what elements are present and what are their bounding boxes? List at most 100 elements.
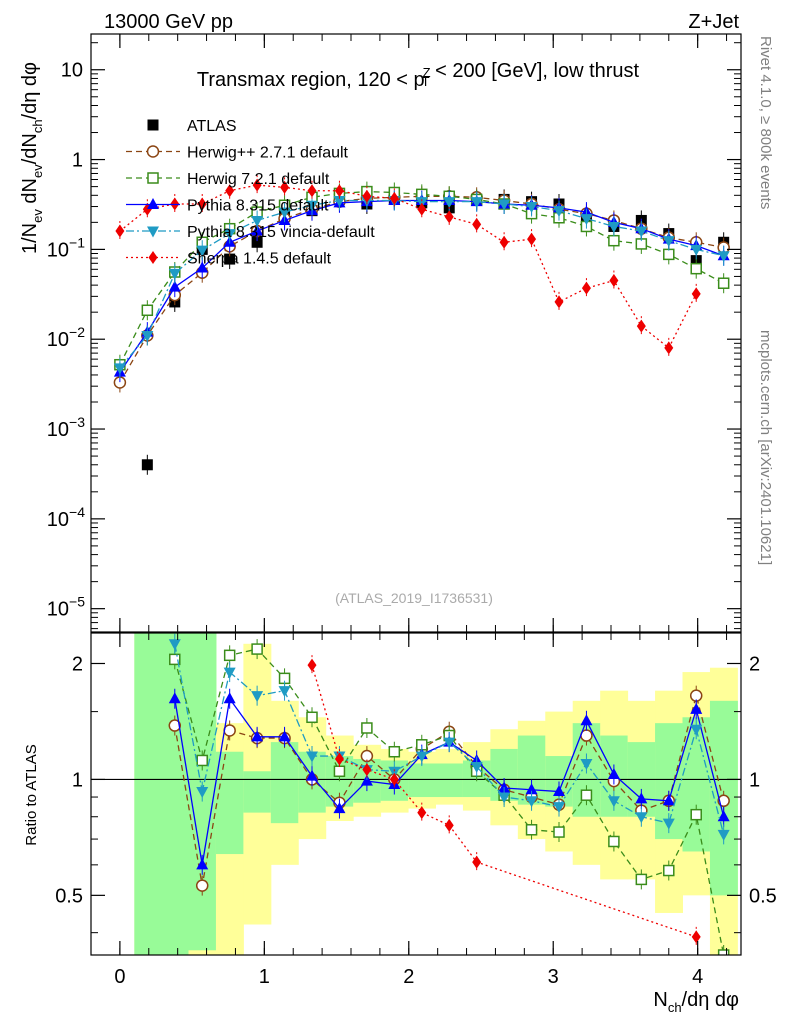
- ratio-series-sherpa-1-4-5-default: [307, 655, 701, 947]
- data-point: [498, 792, 511, 804]
- legend-marker: [147, 172, 159, 184]
- legend-marker: [148, 251, 158, 264]
- data-point: [223, 229, 236, 241]
- data-point: [607, 796, 620, 808]
- legend-item: Herwig++ 2.7.1 default: [126, 145, 349, 162]
- data-point: [141, 459, 153, 471]
- data-point: [554, 295, 564, 309]
- main-panel-frame: [90, 33, 742, 633]
- data-point: [444, 818, 454, 832]
- data-point: [444, 210, 454, 224]
- legend-label: Pythia 8.315 default: [187, 198, 329, 215]
- legend-item: Pythia 8.315 default: [126, 198, 329, 215]
- data-point: [608, 234, 620, 247]
- ratio-y-tick-label-right: 1: [749, 769, 760, 791]
- data-point: [635, 226, 648, 238]
- data-point: [553, 802, 565, 814]
- stat-uncertainty-band: [215, 751, 244, 855]
- data-point: [333, 765, 346, 778]
- data-point: [525, 824, 538, 836]
- data-point: [306, 200, 318, 212]
- data-point: [388, 766, 401, 778]
- data-point: [168, 268, 181, 280]
- data-point: [717, 277, 730, 289]
- data-point: [635, 792, 648, 804]
- data-point: [690, 724, 703, 736]
- data-point: [252, 178, 262, 192]
- data-point: [278, 207, 291, 219]
- data-point: [334, 184, 344, 198]
- data-point: [607, 221, 620, 233]
- stat-uncertainty-band: [435, 763, 464, 798]
- data-point: [278, 730, 291, 742]
- data-point: [223, 649, 236, 662]
- data-point: [360, 774, 373, 786]
- data-point: [443, 197, 456, 209]
- data-point: [196, 261, 209, 273]
- watermark-analysis-id: (ATLAS_2019_I1736531): [335, 590, 493, 606]
- data-point: [195, 879, 209, 892]
- stat-uncertainty-band: [270, 742, 299, 824]
- rivet-version-label: Rivet 4.1.0, ≥ 800k events: [757, 36, 774, 209]
- ratio-panel-series: [168, 633, 730, 955]
- data-point: [389, 191, 399, 205]
- header-energy-label: 13000 GeV pp: [104, 11, 233, 33]
- x-axis-title: Nch/dη dφ: [653, 989, 739, 1015]
- data-point: [498, 199, 511, 211]
- data-point: [636, 319, 646, 333]
- data-point: [251, 643, 263, 655]
- data-point: [553, 785, 565, 797]
- data-point: [691, 287, 701, 301]
- data-point: [664, 341, 674, 355]
- data-point: [525, 783, 538, 795]
- data-point: [470, 197, 483, 209]
- data-point: [525, 796, 538, 808]
- data-point: [196, 754, 208, 767]
- data-point: [223, 667, 236, 679]
- data-point: [443, 737, 456, 749]
- legend-item: Sherpa 1.4.5 default: [126, 251, 332, 268]
- data-point: [415, 751, 428, 763]
- data-point: [635, 812, 648, 824]
- data-point: [389, 772, 399, 786]
- data-point: [362, 189, 372, 203]
- ratio-y-tick-label: 2: [72, 653, 83, 675]
- data-point: [662, 818, 675, 830]
- data-point: [169, 653, 181, 666]
- data-point: [280, 180, 290, 194]
- data-point: [498, 781, 511, 793]
- main-panel-series: [113, 175, 730, 632]
- data-point: [525, 202, 538, 214]
- series-line: [119, 190, 724, 366]
- legend-item: Pythia 8.315 vincia-default: [126, 224, 375, 241]
- x-tick-label: 4: [692, 966, 703, 988]
- data-point: [662, 236, 675, 248]
- data-point: [307, 184, 317, 198]
- data-point: [361, 722, 373, 734]
- data-point: [362, 763, 372, 777]
- legend-item: Herwig 7.2.1 default: [126, 171, 330, 188]
- data-point: [168, 639, 181, 651]
- y-tick-label: 10−2: [47, 324, 85, 351]
- data-point: [168, 692, 181, 704]
- legend-marker: [147, 119, 159, 131]
- data-point: [196, 245, 209, 257]
- y-tick-label: 10: [61, 60, 83, 82]
- data-point: [635, 873, 648, 886]
- legend-label: Herwig++ 2.7.1 default: [187, 145, 349, 162]
- data-point: [663, 864, 675, 877]
- data-point: [115, 224, 125, 238]
- data-point: [607, 767, 620, 779]
- axes-ticks: 0 1 2 3 4 10 1 10−1 10−2 10−3 10−4 10−5 2 2 1 1 0.5 0.5: [47, 34, 777, 988]
- y-tick-label: 10−5: [47, 594, 85, 621]
- data-point: [141, 330, 154, 342]
- ratio-y-axis-title: Ratio to ATLAS: [23, 744, 40, 845]
- legend: ATLAS Herwig++ 2.7.1 default Herwig 7.2.1 …: [126, 118, 375, 268]
- stat-uncertainty-band: [408, 763, 436, 798]
- data-point: [662, 794, 675, 806]
- stat-uncertainty-band: [243, 771, 272, 813]
- ratio-y-tick-label: 0.5: [55, 885, 83, 907]
- data-point: [333, 196, 346, 208]
- x-tick-label: 3: [548, 966, 559, 988]
- ratio-y-tick-label: 1: [72, 769, 83, 791]
